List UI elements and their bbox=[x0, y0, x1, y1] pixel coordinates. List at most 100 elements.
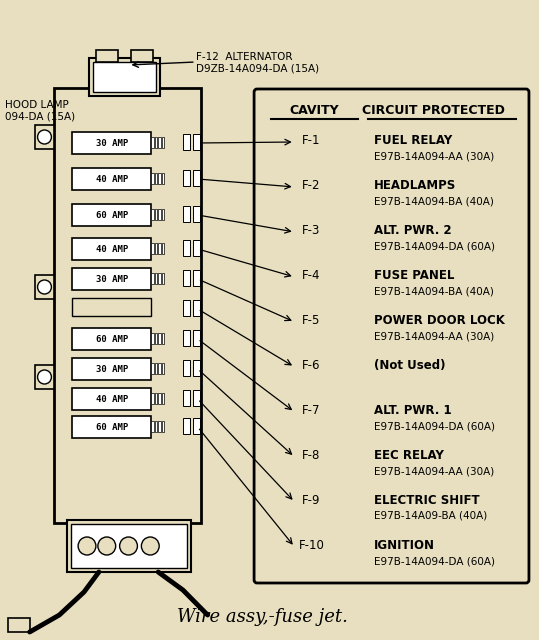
Circle shape bbox=[141, 537, 159, 555]
Bar bbox=[183, 360, 190, 376]
Text: F-12  ALTERNATOR
D9ZB-14A094-DA (15A): F-12 ALTERNATOR D9ZB-14A094-DA (15A) bbox=[196, 52, 319, 74]
Bar bbox=[183, 300, 190, 316]
Bar bbox=[72, 328, 151, 350]
Bar bbox=[162, 273, 164, 284]
Bar bbox=[183, 330, 190, 346]
Bar bbox=[158, 209, 161, 220]
Bar bbox=[151, 137, 154, 148]
Bar bbox=[193, 300, 200, 316]
Bar bbox=[132, 50, 153, 62]
Bar bbox=[193, 390, 200, 406]
Bar bbox=[34, 125, 54, 149]
Bar bbox=[158, 137, 161, 148]
FancyBboxPatch shape bbox=[254, 89, 529, 583]
Bar bbox=[183, 418, 190, 434]
Bar bbox=[158, 243, 161, 254]
Circle shape bbox=[120, 537, 137, 555]
Text: E97B-14A094-AA (30A): E97B-14A094-AA (30A) bbox=[374, 151, 494, 161]
Bar bbox=[193, 170, 200, 186]
Circle shape bbox=[98, 537, 116, 555]
Text: FUSE PANEL: FUSE PANEL bbox=[374, 269, 454, 282]
Bar bbox=[162, 333, 164, 344]
Bar bbox=[155, 393, 157, 404]
Bar bbox=[183, 240, 190, 256]
Circle shape bbox=[38, 370, 51, 384]
Bar bbox=[151, 243, 154, 254]
Text: ALT. PWR. 2: ALT. PWR. 2 bbox=[374, 224, 451, 237]
Text: (Not Used): (Not Used) bbox=[374, 359, 445, 372]
Bar bbox=[8, 618, 30, 632]
Text: F-9: F-9 bbox=[302, 494, 321, 507]
Text: E97B-14A094-BA (40A): E97B-14A094-BA (40A) bbox=[374, 286, 494, 296]
Bar bbox=[193, 134, 200, 150]
Bar bbox=[96, 50, 118, 62]
Text: E97B-14A094-DA (60A): E97B-14A094-DA (60A) bbox=[374, 241, 495, 251]
Bar bbox=[72, 388, 151, 410]
Bar bbox=[162, 363, 164, 374]
Text: ALT. PWR. 1: ALT. PWR. 1 bbox=[374, 404, 451, 417]
Bar bbox=[151, 209, 154, 220]
Bar bbox=[193, 206, 200, 222]
Bar bbox=[155, 137, 157, 148]
Circle shape bbox=[38, 280, 51, 294]
Bar bbox=[155, 243, 157, 254]
Bar bbox=[71, 524, 187, 568]
Bar bbox=[155, 421, 157, 432]
Bar bbox=[183, 206, 190, 222]
Text: E97B-14A094-DA (60A): E97B-14A094-DA (60A) bbox=[374, 421, 495, 431]
Bar bbox=[151, 333, 154, 344]
Bar bbox=[183, 390, 190, 406]
Circle shape bbox=[38, 130, 51, 144]
Bar bbox=[72, 168, 151, 190]
Text: 60 AMP: 60 AMP bbox=[95, 422, 128, 431]
Text: Wire assy,-fuse jet.: Wire assy,-fuse jet. bbox=[177, 608, 348, 626]
Bar bbox=[72, 204, 151, 226]
Bar bbox=[34, 275, 54, 299]
Bar bbox=[155, 209, 157, 220]
Bar bbox=[93, 62, 156, 92]
Text: 60 AMP: 60 AMP bbox=[95, 335, 128, 344]
Text: 40 AMP: 40 AMP bbox=[95, 244, 128, 253]
Text: 60 AMP: 60 AMP bbox=[95, 211, 128, 220]
Bar bbox=[151, 273, 154, 284]
Text: 30 AMP: 30 AMP bbox=[95, 365, 128, 374]
Text: F-10: F-10 bbox=[299, 539, 324, 552]
Text: ELECTRIC SHIFT: ELECTRIC SHIFT bbox=[374, 494, 479, 507]
Text: E97B-14A09-BA (40A): E97B-14A09-BA (40A) bbox=[374, 511, 487, 521]
Text: 40 AMP: 40 AMP bbox=[95, 394, 128, 403]
Bar bbox=[72, 416, 151, 438]
Bar bbox=[155, 363, 157, 374]
Bar bbox=[162, 209, 164, 220]
Circle shape bbox=[78, 537, 96, 555]
Bar bbox=[162, 421, 164, 432]
Text: F-4: F-4 bbox=[302, 269, 321, 282]
Bar bbox=[155, 173, 157, 184]
Bar bbox=[89, 58, 160, 96]
Bar bbox=[183, 134, 190, 150]
Text: F-5: F-5 bbox=[302, 314, 321, 327]
Text: EEC RELAY: EEC RELAY bbox=[374, 449, 444, 462]
Bar bbox=[158, 393, 161, 404]
Bar bbox=[158, 173, 161, 184]
Bar bbox=[151, 363, 154, 374]
Text: HEADLAMPS: HEADLAMPS bbox=[374, 179, 456, 192]
Bar bbox=[158, 333, 161, 344]
Text: E97B-14A094-AA (30A): E97B-14A094-AA (30A) bbox=[374, 331, 494, 341]
Text: CIRCUIT PROTECTED: CIRCUIT PROTECTED bbox=[362, 104, 505, 116]
Bar bbox=[72, 268, 151, 290]
Bar bbox=[158, 273, 161, 284]
Bar bbox=[193, 418, 200, 434]
Bar bbox=[162, 173, 164, 184]
Bar bbox=[193, 330, 200, 346]
Bar bbox=[67, 520, 191, 572]
Bar bbox=[183, 170, 190, 186]
Text: F-8: F-8 bbox=[302, 449, 321, 462]
Bar bbox=[72, 238, 151, 260]
Text: 30 AMP: 30 AMP bbox=[95, 138, 128, 147]
Text: E97B-14A094-BA (40A): E97B-14A094-BA (40A) bbox=[374, 196, 494, 206]
Text: E97B-14A094-AA (30A): E97B-14A094-AA (30A) bbox=[374, 466, 494, 476]
Bar bbox=[193, 270, 200, 286]
Text: HOOD LAMP
094-DA (15A): HOOD LAMP 094-DA (15A) bbox=[5, 100, 75, 122]
Bar bbox=[151, 421, 154, 432]
Text: IGNITION: IGNITION bbox=[374, 539, 435, 552]
